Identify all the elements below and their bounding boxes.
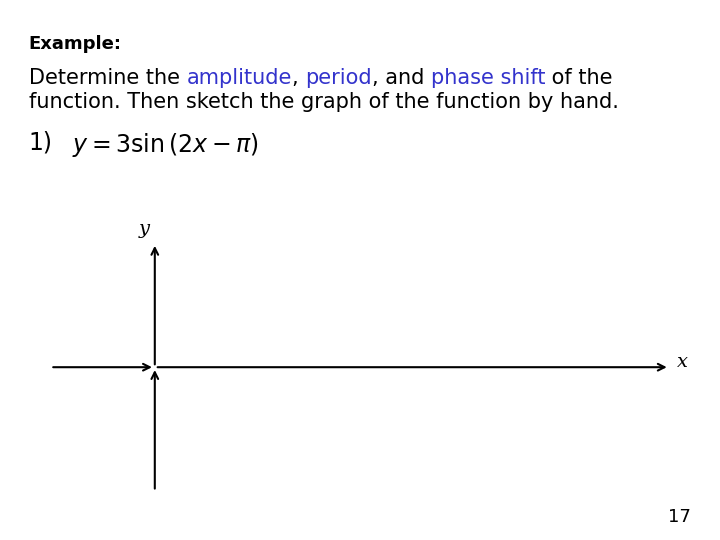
Text: 17: 17	[668, 509, 691, 526]
Text: ,: ,	[292, 68, 305, 87]
Text: phase shift: phase shift	[431, 68, 545, 87]
Text: x: x	[677, 353, 688, 371]
Text: 1): 1)	[29, 131, 53, 154]
Text: y: y	[138, 220, 150, 238]
Text: amplitude: amplitude	[186, 68, 292, 87]
Text: $y = 3\sin\left(2x - \pi\right)$: $y = 3\sin\left(2x - \pi\right)$	[72, 131, 259, 159]
Text: , and: , and	[372, 68, 431, 87]
Text: function. Then sketch the graph of the function by hand.: function. Then sketch the graph of the f…	[29, 92, 618, 112]
Text: Determine the: Determine the	[29, 68, 186, 87]
Text: of the: of the	[545, 68, 613, 87]
Text: period: period	[305, 68, 372, 87]
Text: Example:: Example:	[29, 35, 122, 53]
